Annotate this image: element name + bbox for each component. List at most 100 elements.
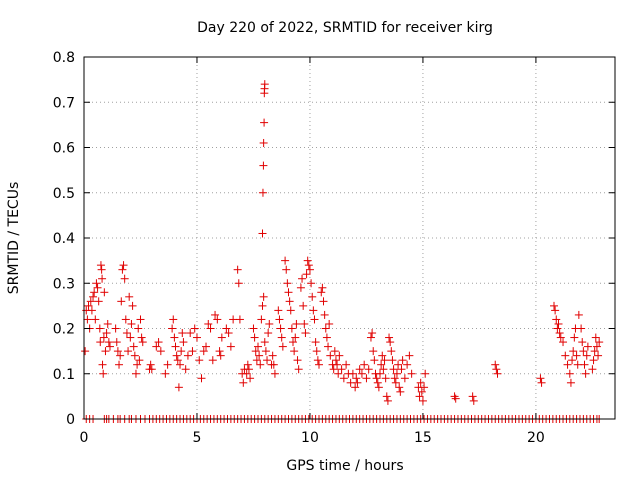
data-point bbox=[572, 351, 581, 360]
data-point bbox=[173, 356, 182, 365]
data-point bbox=[137, 333, 146, 342]
data-point bbox=[178, 329, 187, 338]
data-point bbox=[491, 360, 500, 369]
data-point bbox=[569, 347, 578, 356]
data-point bbox=[133, 360, 142, 369]
data-point bbox=[183, 351, 192, 360]
data-point bbox=[590, 347, 599, 356]
y-tick-label: 0.8 bbox=[53, 50, 75, 66]
data-point bbox=[377, 360, 386, 369]
data-point bbox=[551, 306, 560, 315]
data-point bbox=[563, 360, 572, 369]
data-point bbox=[421, 369, 430, 378]
data-point bbox=[146, 360, 155, 369]
data-point bbox=[268, 351, 277, 360]
data-point bbox=[161, 369, 170, 378]
data-point bbox=[418, 396, 427, 405]
data-point bbox=[369, 347, 378, 356]
data-point bbox=[386, 338, 395, 347]
data-points bbox=[81, 80, 604, 423]
data-point bbox=[389, 365, 398, 374]
data-point bbox=[311, 338, 320, 347]
data-point bbox=[588, 365, 597, 374]
data-point bbox=[134, 324, 143, 333]
data-point bbox=[407, 369, 416, 378]
data-point bbox=[93, 283, 102, 292]
data-point bbox=[390, 374, 399, 383]
y-axis-label: SRMTID / TECUs bbox=[6, 182, 22, 295]
data-point bbox=[574, 310, 583, 319]
data-point bbox=[176, 360, 185, 369]
data-point bbox=[270, 369, 279, 378]
data-point bbox=[126, 333, 135, 342]
data-point bbox=[579, 347, 588, 356]
data-point bbox=[258, 188, 267, 197]
data-point bbox=[554, 319, 563, 328]
data-point bbox=[177, 347, 186, 356]
data-point bbox=[318, 283, 327, 292]
data-point bbox=[329, 365, 338, 374]
y-tick-label: 0 bbox=[66, 412, 75, 428]
data-point bbox=[296, 283, 305, 292]
data-point bbox=[320, 310, 329, 319]
x-tick-label: 20 bbox=[527, 430, 545, 446]
data-point bbox=[234, 279, 243, 288]
data-point bbox=[215, 347, 224, 356]
data-point bbox=[260, 80, 269, 89]
data-point bbox=[128, 301, 137, 310]
data-point bbox=[355, 365, 364, 374]
data-point bbox=[243, 360, 252, 369]
data-point bbox=[98, 274, 107, 283]
data-point bbox=[171, 342, 180, 351]
data-point bbox=[250, 333, 259, 342]
data-point bbox=[310, 315, 319, 324]
data-point bbox=[403, 360, 412, 369]
data-point bbox=[258, 301, 267, 310]
data-point bbox=[373, 378, 382, 387]
data-point bbox=[188, 347, 197, 356]
data-point bbox=[83, 315, 92, 324]
data-point bbox=[179, 338, 188, 347]
data-point bbox=[124, 347, 133, 356]
data-point bbox=[383, 396, 392, 405]
data-point bbox=[324, 342, 333, 351]
data-point bbox=[216, 351, 225, 360]
data-point bbox=[553, 324, 562, 333]
data-point bbox=[291, 333, 300, 342]
data-point bbox=[120, 274, 129, 283]
data-point bbox=[259, 161, 268, 170]
data-point bbox=[307, 279, 316, 288]
data-point bbox=[103, 319, 112, 328]
data-point bbox=[292, 319, 301, 328]
data-point bbox=[119, 261, 128, 270]
data-point bbox=[381, 374, 390, 383]
data-point bbox=[374, 383, 383, 392]
x-axis-label: GPS time / hours bbox=[286, 458, 403, 474]
data-point bbox=[170, 333, 179, 342]
data-point bbox=[252, 356, 261, 365]
data-point bbox=[580, 360, 589, 369]
data-point bbox=[138, 338, 147, 347]
data-point bbox=[289, 338, 298, 347]
data-point bbox=[211, 310, 220, 319]
data-point bbox=[380, 356, 389, 365]
data-point bbox=[314, 360, 323, 369]
data-point bbox=[582, 351, 591, 360]
data-point bbox=[81, 347, 90, 356]
data-point bbox=[346, 378, 355, 387]
data-point bbox=[129, 342, 138, 351]
data-point bbox=[251, 347, 260, 356]
chart-title: Day 220 of 2022, SRMTID for receiver kir… bbox=[197, 20, 493, 36]
data-point bbox=[92, 279, 101, 288]
data-point bbox=[168, 324, 177, 333]
data-point bbox=[100, 288, 109, 297]
x-tick-label: 10 bbox=[301, 430, 319, 446]
data-point bbox=[319, 297, 328, 306]
data-point bbox=[299, 301, 308, 310]
data-point bbox=[249, 324, 258, 333]
data-point bbox=[274, 306, 283, 315]
data-point bbox=[195, 356, 204, 365]
data-point bbox=[264, 329, 273, 338]
data-point bbox=[342, 360, 351, 369]
